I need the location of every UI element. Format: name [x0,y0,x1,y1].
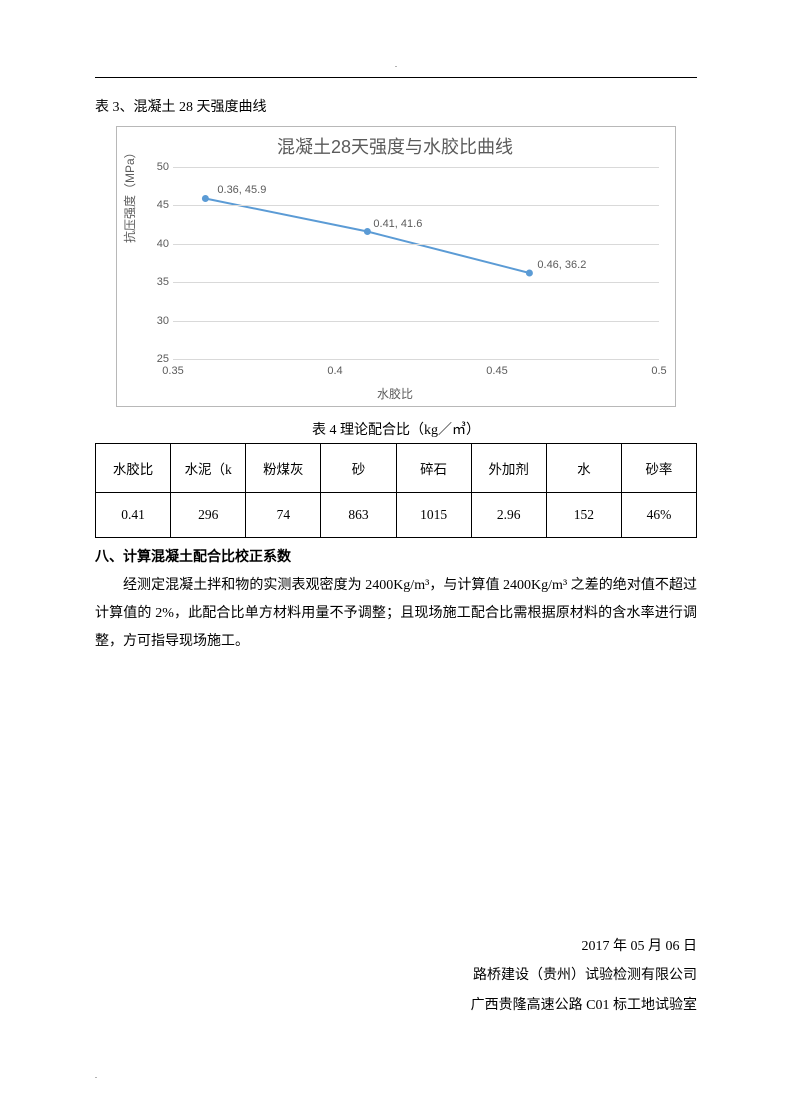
table-header-cell: 碎石 [396,444,471,493]
gridline [173,205,659,206]
x-tick-label: 0.4 [327,365,342,377]
y-tick-label: 30 [143,315,169,327]
section-8-heading: 八、计算混凝土配合比校正系数 [95,546,697,566]
footer-date: 2017 年 05 月 06 日 [471,932,697,961]
x-tick-label: 0.45 [486,365,507,377]
gridline [173,359,659,360]
data-marker [526,269,533,276]
y-tick-label: 35 [143,276,169,288]
table-body: 0.412967486310152.9615246% [96,493,697,538]
chart-title: 混凝土28天强度与水胶比曲线 [125,133,665,159]
y-tick-label: 25 [143,353,169,365]
caption-table3: 表 3、混凝土 28 天强度曲线 [95,96,697,116]
y-tick-label: 45 [143,199,169,211]
footer-block: 2017 年 05 月 06 日 路桥建设（贵州）试验检测有限公司 广西贵隆高速… [471,932,697,1020]
table-cell: 74 [246,493,321,538]
y-axis-label: 抗压强度（MPa） [121,146,138,243]
table-header-row: 水胶比水泥（k粉煤灰砂碎石外加剂水砂率 [96,444,697,493]
data-label: 0.41, 41.6 [373,218,422,230]
table-header-cell: 外加剂 [471,444,546,493]
header-dot: . [95,60,697,69]
footer-dot: . [95,1071,97,1080]
table-header-cell: 砂率 [621,444,696,493]
table-header-cell: 粉煤灰 [246,444,321,493]
footer-org-1: 路桥建设（贵州）试验检测有限公司 [471,961,697,990]
table-cell: 0.41 [96,493,171,538]
chart-area: 抗压强度（MPa） 2530354045500.350.40.450.50.36… [125,163,665,383]
section-8-body: 经测定混凝土拌和物的实测表观密度为 2400Kg/m³，与计算值 2400Kg/… [95,572,697,656]
table-cell: 863 [321,493,396,538]
mix-ratio-table: 水胶比水泥（k粉煤灰砂碎石外加剂水砂率 0.412967486310152.96… [95,443,697,538]
top-divider [95,77,697,78]
data-marker [202,195,209,202]
table-header-cell: 水胶比 [96,444,171,493]
chart-container: 混凝土28天强度与水胶比曲线 抗压强度（MPa） 2530354045500.3… [116,126,676,407]
table-cell: 1015 [396,493,471,538]
footer-org-2: 广西贵隆高速公路 C01 标工地试验室 [471,991,697,1020]
table-header-cell: 水泥（k [171,444,246,493]
gridline [173,167,659,168]
table-cell: 152 [546,493,621,538]
x-axis-label: 水胶比 [125,385,665,402]
x-tick-label: 0.5 [651,365,666,377]
plot-region: 2530354045500.350.40.450.50.36, 45.90.41… [173,167,659,359]
x-tick-label: 0.35 [162,365,183,377]
gridline [173,282,659,283]
table-header-cell: 砂 [321,444,396,493]
table-cell: 2.96 [471,493,546,538]
series-line [205,198,529,272]
gridline [173,321,659,322]
data-label: 0.36, 45.9 [217,184,266,196]
gridline [173,244,659,245]
y-tick-label: 50 [143,161,169,173]
table-row: 0.412967486310152.9615246% [96,493,697,538]
caption-table4: 表 4 理论配合比（kg／㎥） [95,419,697,439]
data-label: 0.46, 36.2 [537,259,586,271]
data-marker [364,228,371,235]
table-cell: 46% [621,493,696,538]
table-header-cell: 水 [546,444,621,493]
table-cell: 296 [171,493,246,538]
y-tick-label: 40 [143,238,169,250]
